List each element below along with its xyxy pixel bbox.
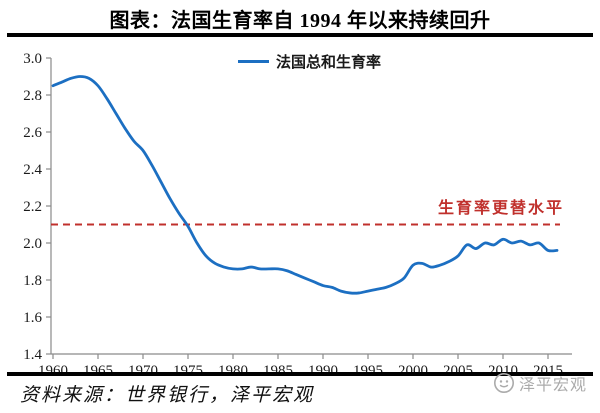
y-tick-label: 2.8 [23, 88, 42, 104]
legend-line-swatch [238, 60, 269, 63]
x-tick-label: 1970 [128, 363, 158, 372]
fertility-rate-line [51, 75, 559, 295]
x-tick-label: 2005 [443, 363, 473, 372]
y-tick-label: 1.4 [23, 347, 42, 363]
zeping-logo-icon [493, 373, 514, 393]
y-tick-label: 1.6 [23, 310, 42, 326]
source-note: 资料来源：世界银行，泽平宏观 [20, 385, 315, 406]
watermark: 泽平宏观 [493, 371, 587, 395]
x-tick-label: 1985 [263, 363, 293, 372]
x-tick-label: 1980 [218, 363, 248, 372]
y-tick-label: 2.4 [23, 162, 42, 178]
x-tick-label: 2000 [398, 363, 428, 372]
legend-label: 法国总和生育率 [276, 53, 382, 71]
y-tick-label: 3.0 [23, 51, 42, 67]
y-tick-label: 2.0 [23, 236, 42, 252]
x-tick-label: 1965 [83, 363, 113, 372]
x-tick-label: 1960 [38, 363, 68, 372]
x-tick-label: 1975 [173, 363, 203, 372]
y-tick-label: 2.2 [23, 199, 42, 215]
x-tick-label: 1995 [353, 363, 383, 372]
y-tick-label: 1.8 [23, 273, 42, 289]
title-divider [7, 33, 593, 37]
footer-divider [7, 372, 593, 376]
replacement-level-annotation: 生育率更替水平 [437, 198, 564, 217]
chart-legend: 法国总和生育率 [238, 51, 381, 72]
x-tick-label: 1990 [308, 363, 338, 372]
y-tick-label: 2.6 [23, 125, 42, 141]
x-tick-label: 2010 [488, 363, 518, 372]
page-title: 图表：法国生育率自 1994 年以来持续回升 [109, 10, 491, 32]
x-tick-label: 2015 [533, 363, 563, 372]
watermark-text: 泽平宏观 [518, 375, 587, 394]
